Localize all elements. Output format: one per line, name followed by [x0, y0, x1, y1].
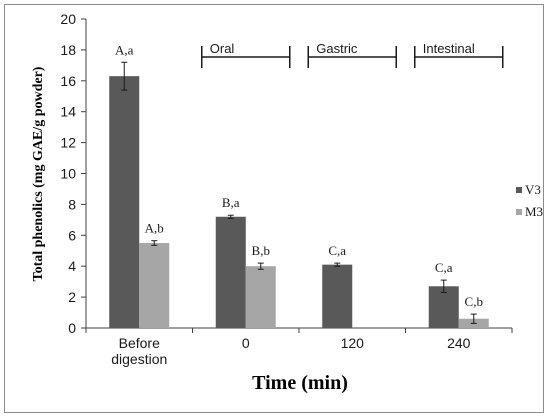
chart-frame: [4, 4, 544, 413]
y-tick-label: 10: [60, 166, 76, 182]
x-tick-label: 120: [341, 335, 365, 351]
bar-m3: [139, 243, 170, 328]
phase-label: Intestinal: [423, 41, 475, 56]
phase-label: Gastric: [316, 41, 358, 56]
bar-v3: [322, 264, 353, 328]
y-tick-label: 8: [68, 196, 76, 212]
y-axis-ticks: 0 2 4 6 8 10 12 14 16 18 20: [60, 11, 86, 336]
bar-v3: [109, 76, 140, 328]
data-label: C,b: [465, 294, 483, 309]
y-tick-label: 2: [68, 289, 76, 305]
data-label: B,a: [222, 195, 240, 210]
legend-label: V3: [525, 182, 541, 197]
data-labels: A,a B,a C,a C,a A,b B,b C,b: [115, 42, 483, 309]
y-tick-label: 12: [60, 135, 76, 151]
data-label: A,a: [115, 42, 134, 57]
y-tick-label: 18: [60, 42, 76, 58]
x-tick-label: Before digestion: [111, 335, 167, 367]
y-tick-label: 16: [60, 73, 76, 89]
bar-m3: [245, 266, 276, 328]
y-tick-label: 6: [68, 227, 76, 243]
data-label: A,b: [145, 221, 164, 236]
y-axis-title: Total phenolics (mg GAE/g powder): [31, 66, 46, 281]
y-tick-label: 14: [60, 104, 76, 120]
phase-label: Oral: [210, 41, 235, 56]
x-axis-category-labels: Before digestion 0 120 240: [85, 328, 513, 367]
x-tick-label: 240: [447, 335, 471, 351]
data-label: C,a: [328, 243, 346, 258]
legend-label: M3: [525, 204, 543, 219]
data-label: B,b: [252, 243, 270, 258]
y-tick-label: 4: [68, 258, 76, 274]
data-label: C,a: [435, 260, 453, 275]
legend-swatch: [516, 187, 522, 193]
y-tick-label: 20: [60, 11, 76, 27]
x-axis-title: Time (min): [252, 372, 348, 394]
bar-v3: [215, 216, 246, 328]
legend-swatch: [516, 209, 522, 215]
digestion-phase-brackets: Oral Gastric Intestinal: [201, 41, 504, 68]
bar-marks: [109, 76, 489, 328]
bar-v3: [428, 286, 459, 328]
x-tick-label: 0: [242, 335, 250, 351]
error-bars: [121, 61, 477, 324]
y-tick-label: 0: [68, 320, 76, 336]
